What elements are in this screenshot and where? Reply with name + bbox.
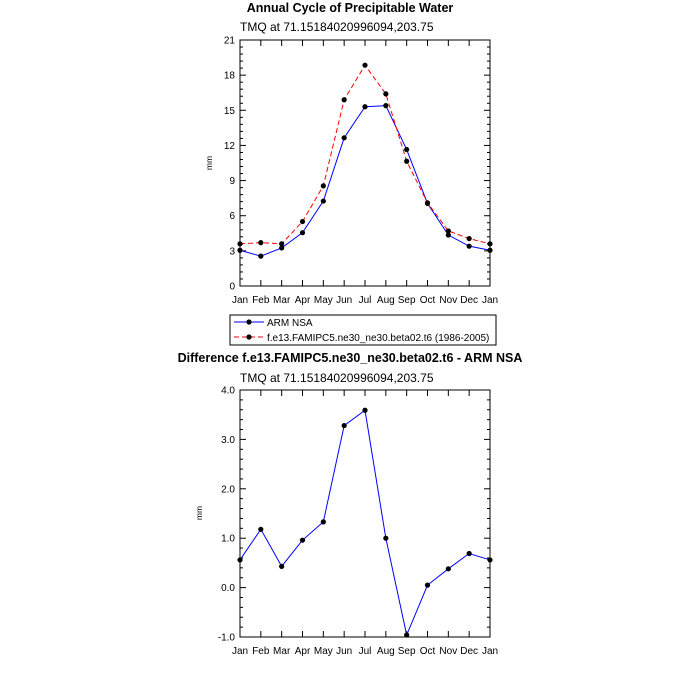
chart1-series-1-point [279,245,285,251]
chart2-series-1-point [341,422,347,429]
chart1-series-2-line [239,64,491,245]
legend-model-label: f.e13.FAMIPC5.ne30_ne30.beta02.t6 (1986-… [267,333,489,344]
chart2-x-tick-label: Aug [377,646,395,657]
chart1-y-axis-label: mm [204,156,214,170]
chart2-y-tick-label: 3.0 [221,435,235,446]
chart1-x-tick-label: Feb [252,295,270,306]
chart1-series-1-point [445,232,451,238]
chart1-series-1-point [383,103,389,109]
chart2-x-tick-label: Oct [420,646,436,657]
chart2-x-tick-label: Feb [252,646,270,657]
chart2-title: Difference f.e13.FAMIPC5.ne30_ne30.beta0… [178,351,523,365]
chart1-series-2-point [362,62,368,68]
legend-model-marker [246,334,252,340]
chart1-x-tick-label: Mar [273,295,291,306]
chart1-series-1-point [320,198,326,204]
chart2-subtitle: TMQ at 71.15184020996094,203.75 [240,371,434,385]
chart1-y-tick-label: 0 [229,282,235,293]
chart2-y-tick-label: 4.0 [221,386,235,397]
chart2-y-axis-label: mm [194,506,204,520]
chart2-x-tick-label: May [314,646,333,657]
chart2-series-1-point [258,526,264,532]
chart1-series-1-point [362,104,368,110]
chart2-x-tick-label: Dec [460,646,478,657]
chart2-series-1-point [320,519,326,525]
chart1-series-2-point [466,235,472,242]
chart1-series-1-point [341,135,347,141]
chart1-series-2-point [383,91,389,97]
chart1-series-lines [237,62,493,259]
chart1-subtitle: TMQ at 71.15184020996094,203.75 [240,20,434,34]
chart2-x-tick-label: Sep [398,646,416,657]
chart1-series-2-point [341,97,347,103]
chart1-x-tick-label: Jan [232,295,248,306]
chart1-x-tick-label: Apr [295,295,311,306]
chart2-x-tick-label: Jul [359,646,372,657]
chart1-series-2-point [258,240,264,246]
chart2-series-1-point [279,563,285,569]
chart2-axis-ticks: -1.0 0.0 1.0 2.0 3.0 4.0 Jan Feb Mar Apr May Jun Jul… [218,386,498,658]
chart2-y-tick-label: 2.0 [221,484,235,495]
chart2-x-tick-label: Mar [273,646,291,657]
chart2-y-tick-label: 0.0 [221,583,235,594]
chart1-series-2-point [424,200,431,206]
chart1-series-1-point [466,243,472,249]
chart1-y-tick-label: 3 [229,246,235,257]
chart1-y-tick-label: 21 [224,36,236,47]
chart1-series-2-point [404,158,410,164]
chart1-series-2-point [445,228,451,234]
chart2-x-tick-label: Jan [232,646,248,657]
chart2-y-tick-label: -1.0 [218,633,236,644]
chart1-title: Annual Cycle of Precipitable Water [247,1,454,15]
chart2-x-tick-label: Apr [295,646,311,657]
chart2-series-1-point [383,535,389,541]
chart1-x-tick-label: Oct [420,295,436,306]
chart1-y-tick-label: 6 [229,211,235,222]
chart2-series-1-line [239,409,491,637]
chart1-y-tick-label: 12 [224,141,236,152]
chart1-x-tick-label: Jan [482,295,498,306]
chart2-series-1-point [404,632,410,638]
chart1-y-tick-label: 15 [224,106,236,117]
chart1-series-1-point [404,146,410,153]
chart1-series-1-line [239,105,491,257]
legend-arm-nsa-marker [246,319,252,325]
chart1-y-tick-label: 9 [229,176,235,187]
chart1-x-tick-label: Sep [398,295,416,306]
chart2-series-1-point [424,582,431,588]
difference-chart: Difference f.e13.FAMIPC5.ne30_ne30.beta0… [178,351,523,657]
chart1-series-2-point [299,218,306,225]
chart1-x-tick-label: Jun [336,295,352,306]
chart2-series-1-point [299,537,306,543]
chart2-series-1-point [362,407,368,413]
chart1-y-tick-label: 18 [224,71,236,82]
chart1-axis-ticks: 0 3 6 9 12 15 18 21 Jan Feb Mar Apr May Jun Jul Aug Sep O… [224,36,498,307]
chart1-series-2-point [320,183,326,189]
chart1-x-tick-label: Dec [460,295,478,306]
chart2-series-1-point [466,550,472,557]
chart1-x-tick-label: Aug [377,295,395,306]
chart2-x-tick-label: Nov [439,646,457,657]
chart1-legend: ARM NSA f.e13.FAMIPC5.ne30_ne30.beta02.t… [229,314,497,346]
chart2-x-tick-label: Jan [482,646,498,657]
chart2-series-1-point [445,566,451,572]
chart2-plot-frame [239,389,491,638]
chart1-plot-frame [239,39,491,287]
chart1-series-2-point [279,241,285,247]
legend-arm-nsa-label: ARM NSA [267,318,313,329]
chart1-series-1-point [258,253,264,259]
chart2-y-tick-label: 1.0 [221,534,235,545]
chart2-x-tick-label: Jun [336,646,352,657]
chart1-x-tick-label: Nov [439,295,457,306]
chart1-series-1-point [299,230,306,236]
legend-frame [229,314,497,346]
chart1-x-tick-label: Jul [359,295,372,306]
chart1-x-tick-label: May [314,295,333,306]
chart2-series-lines [237,407,493,638]
precipitable-water-cycle-chart: Annual Cycle of Precipitable Water TMQ a… [204,1,498,306]
